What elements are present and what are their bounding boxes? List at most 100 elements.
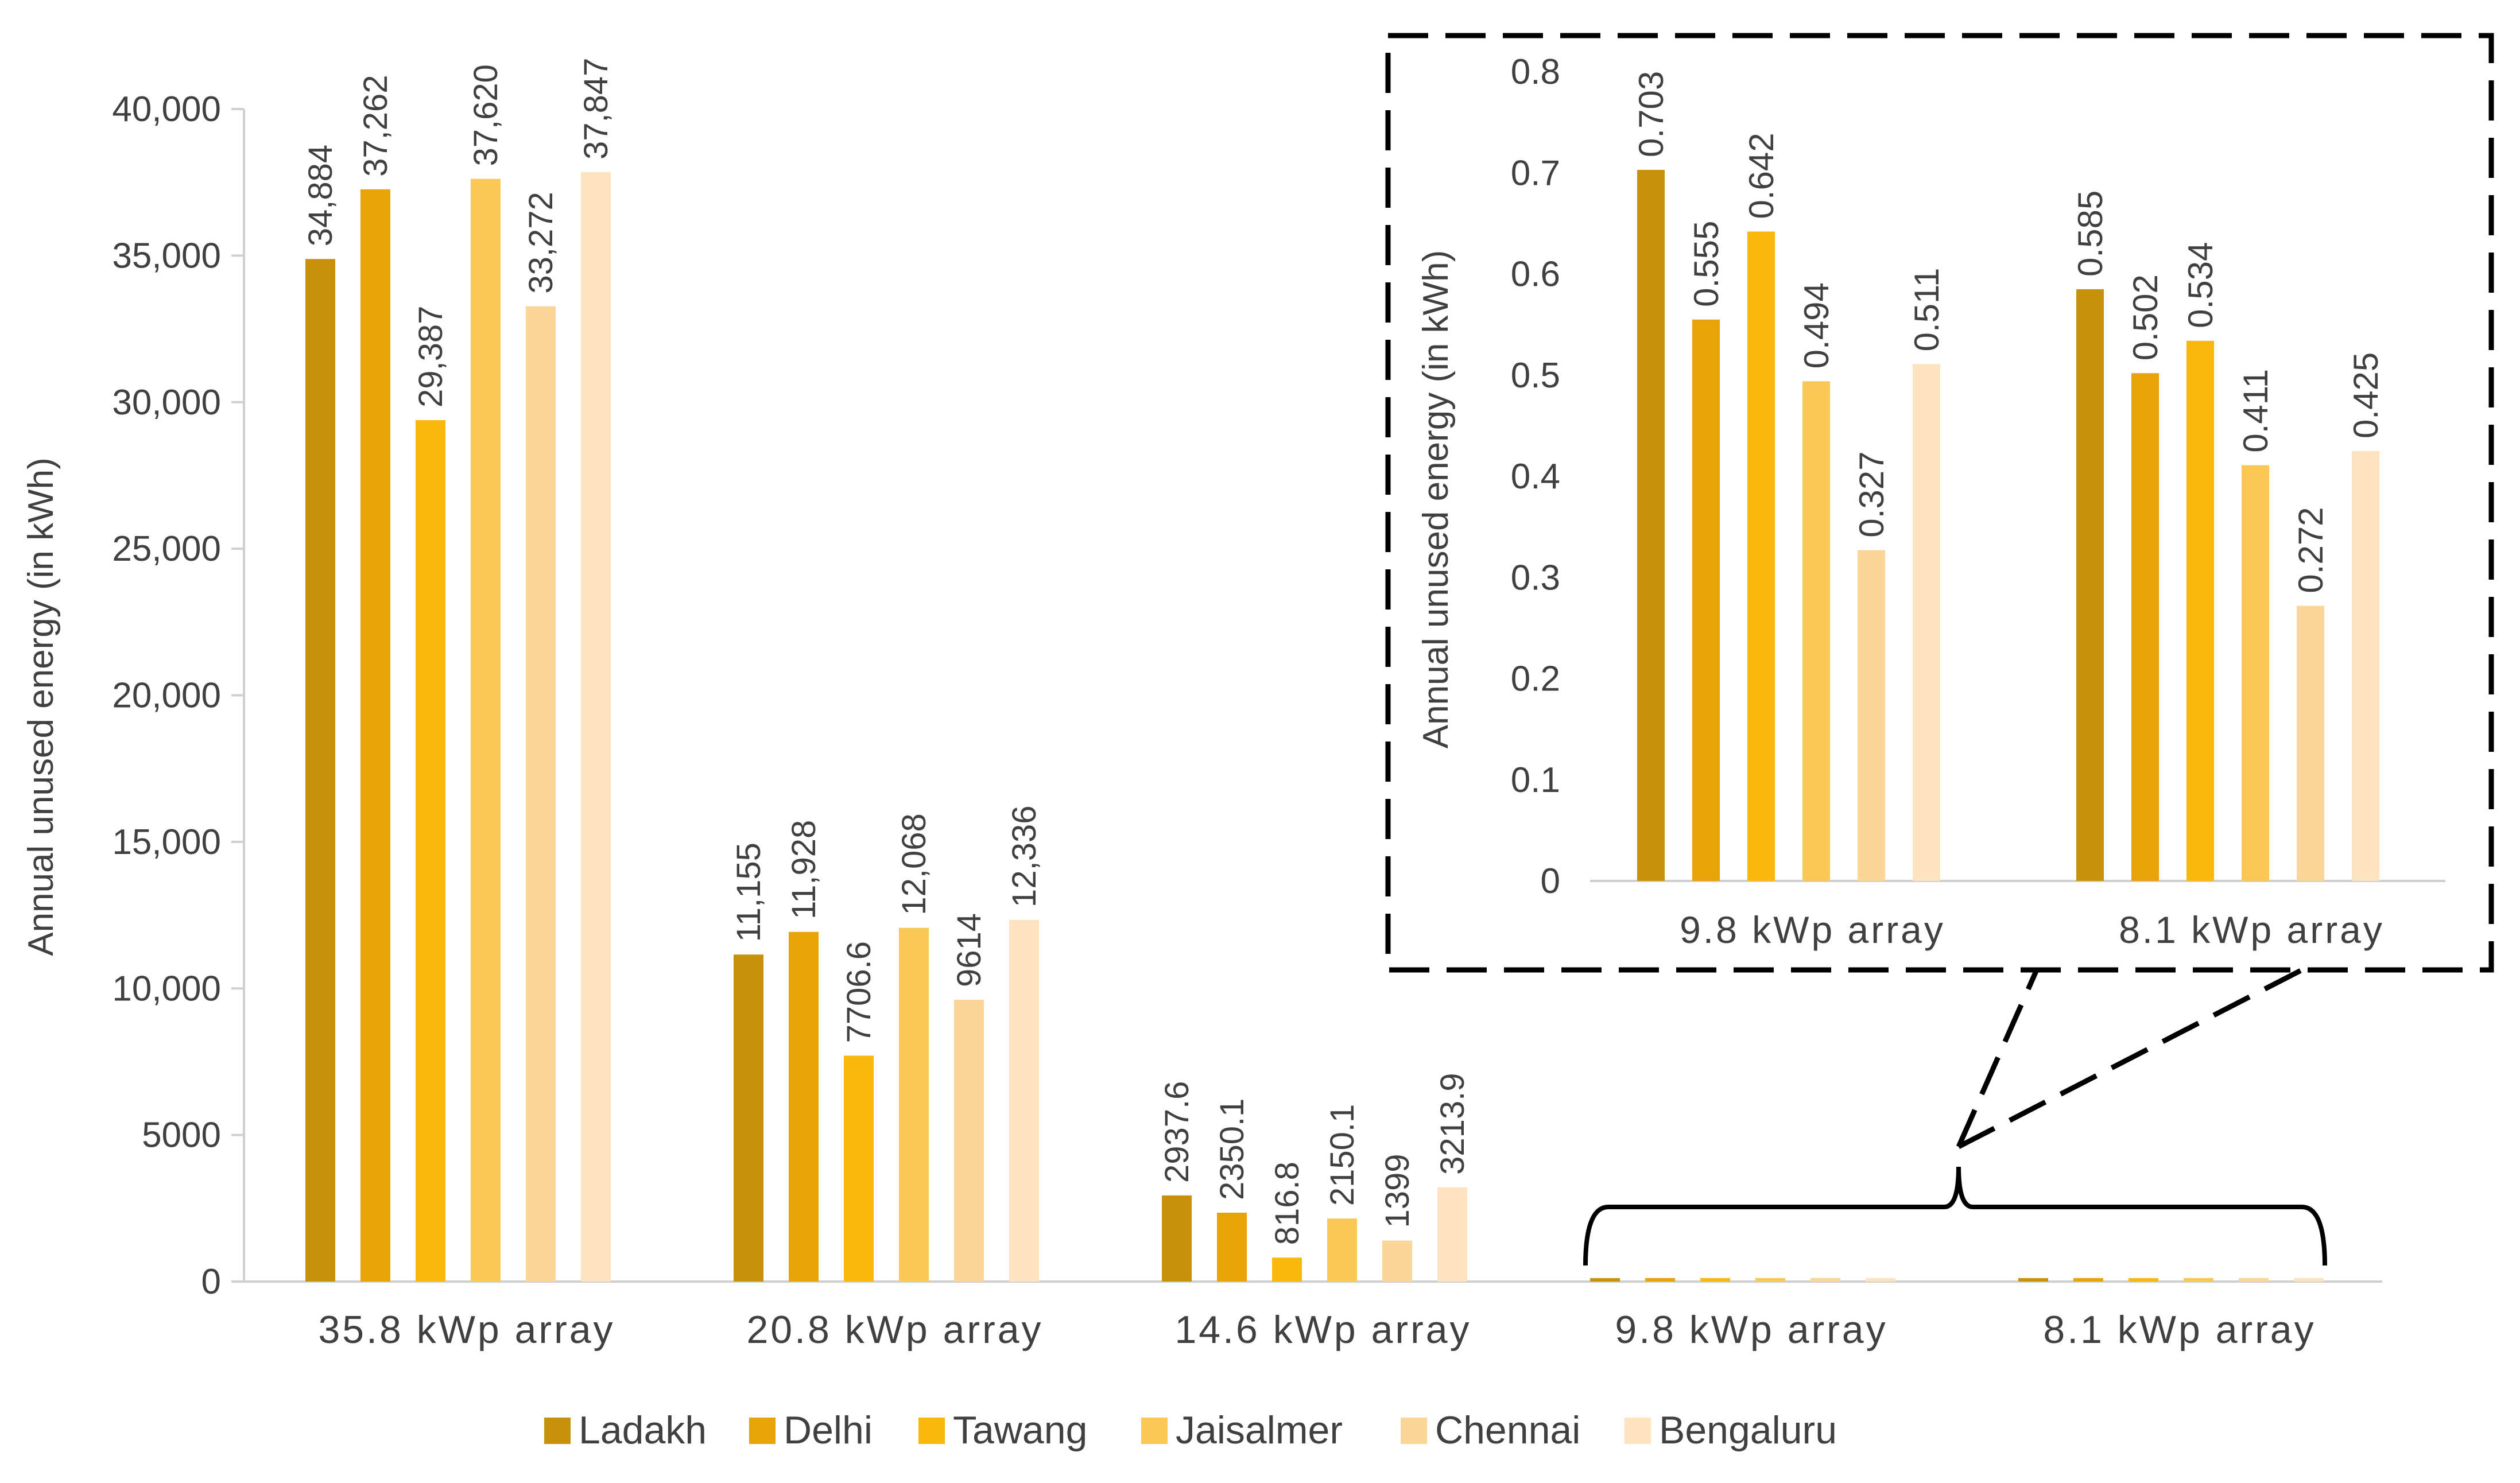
bar-delhi-1 — [789, 931, 819, 1282]
inset-bar-jaisalmer-1 — [2242, 465, 2269, 881]
x-category-label: 9.8 kWp array — [1615, 1308, 1887, 1352]
data-label: 9614 — [951, 913, 988, 987]
legend-label: Bengaluru — [1659, 1408, 1837, 1452]
inset-data-label: 0.534 — [2181, 242, 2220, 328]
bar-jaisalmer-2 — [1327, 1218, 1357, 1282]
bar-jaisalmer-0 — [471, 178, 501, 1282]
data-label: 33,272 — [522, 192, 560, 293]
bar-ladakh-0 — [305, 259, 335, 1282]
data-label: 12,336 — [1006, 806, 1043, 907]
inset-bar-delhi-1 — [2131, 373, 2159, 881]
bar-tawang-3 — [1700, 1278, 1730, 1282]
inset-bar-delhi-0 — [1692, 319, 1720, 881]
bar-bengaluru-1 — [1009, 919, 1039, 1282]
data-label: 34,884 — [302, 145, 339, 246]
legend-label: Tawang — [953, 1408, 1087, 1452]
inset-y-axis-title: Annual unused energy (in kWh) — [1416, 250, 1456, 748]
data-label: 37,847 — [577, 58, 615, 160]
y-tick-label: 5000 — [142, 1116, 221, 1155]
inset-bar-tawang-0 — [1747, 231, 1775, 882]
legend-swatch-jaisalmer — [1141, 1418, 1168, 1444]
bar-bengaluru-4 — [2294, 1278, 2324, 1282]
inset-bar-chennai-1 — [2297, 605, 2324, 881]
inset-y-tick-label: 0.4 — [1511, 457, 1560, 496]
data-label: 3213.9 — [1434, 1073, 1471, 1174]
legend-label: Chennai — [1435, 1408, 1580, 1452]
y-tick-label: 35,000 — [112, 236, 221, 275]
inset-bar-bengaluru-1 — [2352, 451, 2379, 881]
inset-data-label: 0.411 — [2236, 369, 2275, 453]
bar-tawang-2 — [1272, 1257, 1302, 1282]
bar-chennai-0 — [526, 306, 556, 1282]
bar-delhi-2 — [1217, 1212, 1247, 1282]
legend: Ladakh Delhi Tawang Jaisalmer Chennai Bengalu… — [544, 1408, 1837, 1452]
bar-tawang-0 — [416, 420, 445, 1282]
bar-delhi-3 — [1645, 1278, 1675, 1282]
data-label: 2350.1 — [1214, 1098, 1251, 1200]
x-category-label: 14.6 kWp array — [1174, 1308, 1471, 1352]
inset-bar-tawang-1 — [2186, 340, 2214, 881]
legend-label: Jaisalmer — [1176, 1408, 1343, 1452]
bar-bengaluru-3 — [1866, 1278, 1895, 1282]
y-tick-label: 15,000 — [112, 822, 221, 862]
bar-ladakh-2 — [1162, 1195, 1192, 1282]
bar-jaisalmer-1 — [899, 927, 929, 1282]
data-label: 2150.1 — [1324, 1104, 1361, 1206]
inset-y-tick-label: 0.1 — [1511, 760, 1560, 800]
inset-data-label: 0.327 — [1852, 452, 1891, 538]
inset-y-tick-label: 0.3 — [1511, 558, 1560, 597]
data-label: 2937.6 — [1158, 1081, 1196, 1183]
inset-chart: 0 0.1 0.2 0.3 0.4 0.5 0.6 0.7 0.8 Annual unused e… — [1416, 52, 2445, 951]
inset-y-tick-label: 0.6 — [1511, 255, 1560, 294]
bar-delhi-4 — [2073, 1278, 2103, 1282]
x-category-label: 20.8 kWp array — [746, 1308, 1043, 1352]
bar-delhi-0 — [360, 189, 390, 1282]
data-label: 29,387 — [412, 306, 449, 407]
data-label: 12,068 — [895, 813, 933, 915]
bar-chennai-2 — [1382, 1240, 1412, 1282]
data-label: 7706.6 — [840, 941, 878, 1043]
inset-bar-ladakh-1 — [2076, 289, 2104, 881]
inset-data-label: 0.272 — [2292, 507, 2330, 593]
bar-ladakh-4 — [2018, 1278, 2048, 1282]
inset-bar-bengaluru-0 — [1913, 364, 1940, 881]
legend-label: Delhi — [784, 1408, 873, 1452]
data-label: 11,155 — [730, 843, 767, 942]
connector-line-right — [1957, 967, 2304, 1150]
inset-data-label: 0.494 — [1797, 282, 1836, 368]
data-label: 37,620 — [467, 64, 505, 166]
inset-bar-chennai-0 — [1858, 550, 1885, 881]
data-label: 37,262 — [357, 75, 394, 176]
bar-ladakh-3 — [1590, 1278, 1620, 1282]
bar-chennai-4 — [2239, 1278, 2269, 1282]
inset-bar-ladakh-0 — [1637, 169, 1665, 881]
inset-y-tick-label: 0.2 — [1511, 659, 1560, 699]
bar-bengaluru-0 — [581, 172, 611, 1282]
y-tick-label: 20,000 — [112, 676, 221, 716]
y-tick-label: 30,000 — [112, 383, 221, 422]
inset-data-label: 0.502 — [2126, 274, 2165, 360]
y-tick-label: 40,000 — [112, 90, 221, 129]
inset-data-label: 0.425 — [2347, 352, 2385, 438]
bar-bengaluru-2 — [1437, 1187, 1467, 1282]
inset-bar-jaisalmer-0 — [1802, 381, 1830, 881]
inset-y-tick-label: 0.8 — [1511, 52, 1560, 92]
y-tick-label: 0 — [201, 1262, 221, 1302]
inset-x-category-label: 9.8 kWp array — [1680, 909, 1945, 951]
data-label: 1399 — [1379, 1154, 1416, 1228]
y-tick-label: 10,000 — [112, 969, 221, 1008]
legend-swatch-ladakh — [544, 1418, 571, 1444]
inset-y-tick-label: 0 — [1541, 861, 1560, 901]
inset-data-label: 0.555 — [1687, 221, 1726, 307]
bar-jaisalmer-4 — [2184, 1278, 2213, 1282]
main-chart: 0 5000 10,000 15,000 20,000 25,000 30,000 35,00… — [21, 58, 2382, 1352]
inset-y-tick-label: 0.5 — [1511, 356, 1560, 395]
inset-x-category-label: 8.1 kWp array — [2119, 909, 2385, 951]
legend-label: Ladakh — [579, 1408, 707, 1452]
inset-data-label: 0.585 — [2071, 191, 2110, 277]
zoom-brace — [1583, 1166, 2327, 1266]
legend-swatch-delhi — [749, 1418, 776, 1444]
legend-swatch-bengaluru — [1625, 1418, 1651, 1444]
y-tick-label: 25,000 — [112, 529, 221, 569]
